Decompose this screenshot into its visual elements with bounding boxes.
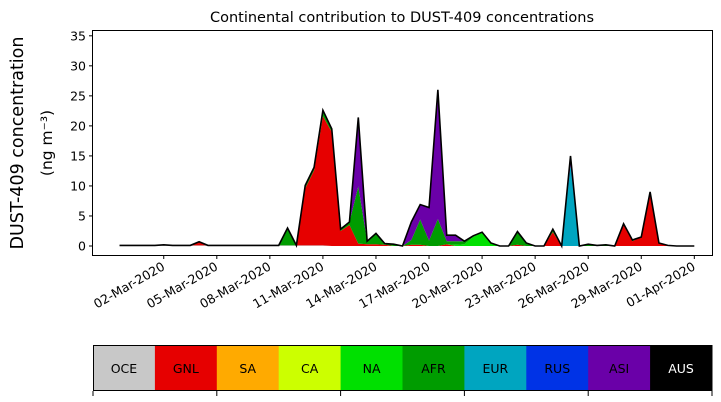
chart-title: Continental contribution to DUST-409 con…: [210, 10, 594, 26]
legend-label-eur: EUR: [482, 361, 508, 376]
legend-label-ca: CA: [301, 361, 319, 376]
y-axis-ticks: 0 5 10 15 20 25 30 35: [70, 28, 93, 253]
y-tick-label: 10: [70, 178, 86, 193]
legend-swatch-sa: [216, 345, 280, 391]
legend-label-asi: ASI: [609, 361, 629, 376]
legend-swatch-aus: [650, 345, 713, 391]
legend-swatch-na: [340, 345, 403, 391]
y-tick-label: 5: [78, 208, 86, 223]
y-tick-label: 0: [78, 238, 86, 253]
total-outline: [119, 89, 695, 249]
legend-label-sa: SA: [239, 361, 256, 376]
legend-label-oce: OCE: [111, 361, 138, 376]
legend-swatch-oce: [93, 345, 156, 391]
legend-swatch-ca: [278, 345, 342, 391]
stacked-areas: [119, 89, 695, 246]
area-na: [119, 116, 695, 246]
y-axis-label-line2: (ng m⁻³): [38, 110, 56, 176]
plot-area: 0 5 10 15 20 25 30 35 02-Mar-202005-Mar-202008-…: [70, 28, 713, 311]
y-axis-label-line1: DUST-409 concentration: [8, 37, 28, 250]
legend-label-na: NA: [363, 361, 381, 376]
legend-swatch-gnl: [154, 345, 218, 391]
legend-colorbar: OCE GNL SA CA NA AFR EUR RUS ASI AUS: [92, 345, 713, 396]
legend-label-gnl: GNL: [173, 361, 199, 376]
total-line: [119, 89, 695, 249]
x-axis-ticks: 02-Mar-202005-Mar-202008-Mar-202011-Mar-…: [91, 255, 698, 311]
y-tick-label: 35: [70, 28, 86, 43]
plot-frame: [92, 30, 713, 256]
legend-swatch-eur: [464, 345, 527, 391]
y-axis-label-unit: (ng m⁻³): [38, 110, 56, 176]
legend-swatch-afr: [402, 345, 465, 391]
area-gnl: [119, 116, 695, 246]
legend-swatch-asi: [588, 345, 651, 391]
legend-label-rus: RUS: [544, 361, 570, 376]
y-tick-label: 15: [70, 148, 86, 163]
y-tick-label: 30: [70, 58, 86, 73]
area-afr: [119, 110, 695, 246]
legend-label-afr: AFR: [421, 361, 446, 376]
y-tick-label: 25: [70, 88, 86, 103]
y-tick-label: 20: [70, 118, 86, 133]
y-axis-label: DUST-409 concentration: [8, 37, 28, 250]
legend-swatch-rus: [526, 345, 589, 391]
area-eur: [119, 110, 695, 246]
area-asi: [119, 89, 695, 246]
legend-frame: [93, 345, 712, 391]
legend-label-aus: AUS: [668, 361, 694, 376]
